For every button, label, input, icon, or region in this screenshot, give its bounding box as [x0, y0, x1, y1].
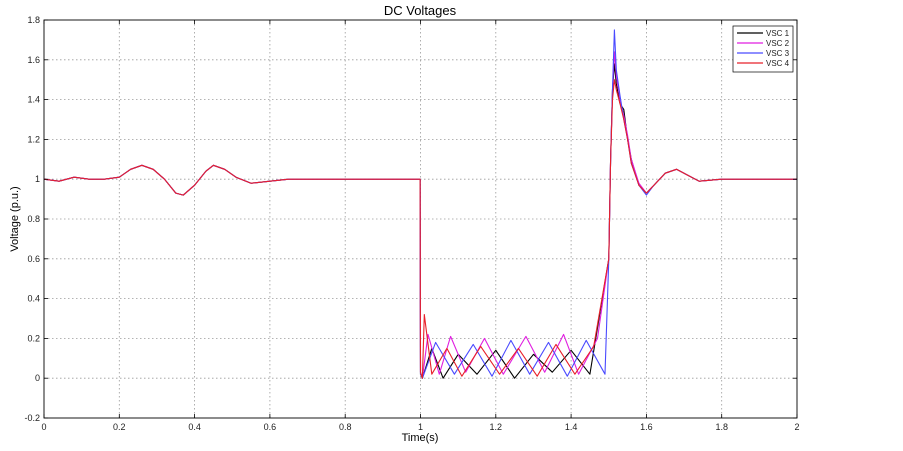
series-line-4	[43, 79, 797, 379]
x-tick-label: 1.6	[640, 422, 653, 432]
legend-box	[732, 25, 794, 73]
y-tick-label: 0.6	[27, 254, 40, 264]
y-tick-label: 0	[35, 373, 40, 383]
x-axis-label: Time(s)	[402, 432, 439, 444]
chart-title: DC Voltages	[384, 3, 457, 18]
x-axis-ticks: 0 0.2 0.4 0.6 0.8 1 1.2 1.4 1.6 1.8 2	[41, 20, 800, 432]
y-tick-label: 1.6	[27, 55, 40, 65]
legend-label-4: VSC 4	[766, 59, 790, 68]
series-lines	[43, 29, 797, 379]
x-tick-label: 1	[418, 422, 423, 432]
y-tick-label: 1.4	[27, 95, 40, 105]
y-tick-label: 0.4	[27, 294, 40, 304]
x-tick-label: 1.4	[565, 422, 578, 432]
x-tick-label: 0.8	[339, 422, 352, 432]
legend-label-1: VSC 1	[766, 29, 790, 38]
legend-label-3: VSC 3	[766, 49, 790, 58]
x-tick-label: 1.2	[490, 422, 503, 432]
x-tick-label: 2	[794, 422, 799, 432]
x-tick-label: 1.8	[715, 422, 728, 432]
y-tick-label: 0.2	[27, 333, 40, 343]
legend-label-2: VSC 2	[766, 39, 790, 48]
x-tick-label: 0.6	[264, 422, 277, 432]
x-tick-label: 0.2	[113, 422, 126, 432]
y-tick-label: 0.8	[27, 214, 40, 224]
x-tick-label: 0	[41, 422, 46, 432]
y-axis-ticks: -0.2 0 0.2 0.4 0.6 0.8 1 1.2 1.4 1.6 1.8	[24, 15, 797, 423]
y-tick-label: -0.2	[24, 413, 40, 423]
x-tick-label: 0.4	[188, 422, 201, 432]
y-tick-label: 1	[35, 174, 40, 184]
y-tick-label: 1.2	[27, 134, 40, 144]
y-tick-label: 1.8	[27, 15, 40, 25]
y-axis-label: Voltage (p.u.)	[9, 186, 21, 251]
